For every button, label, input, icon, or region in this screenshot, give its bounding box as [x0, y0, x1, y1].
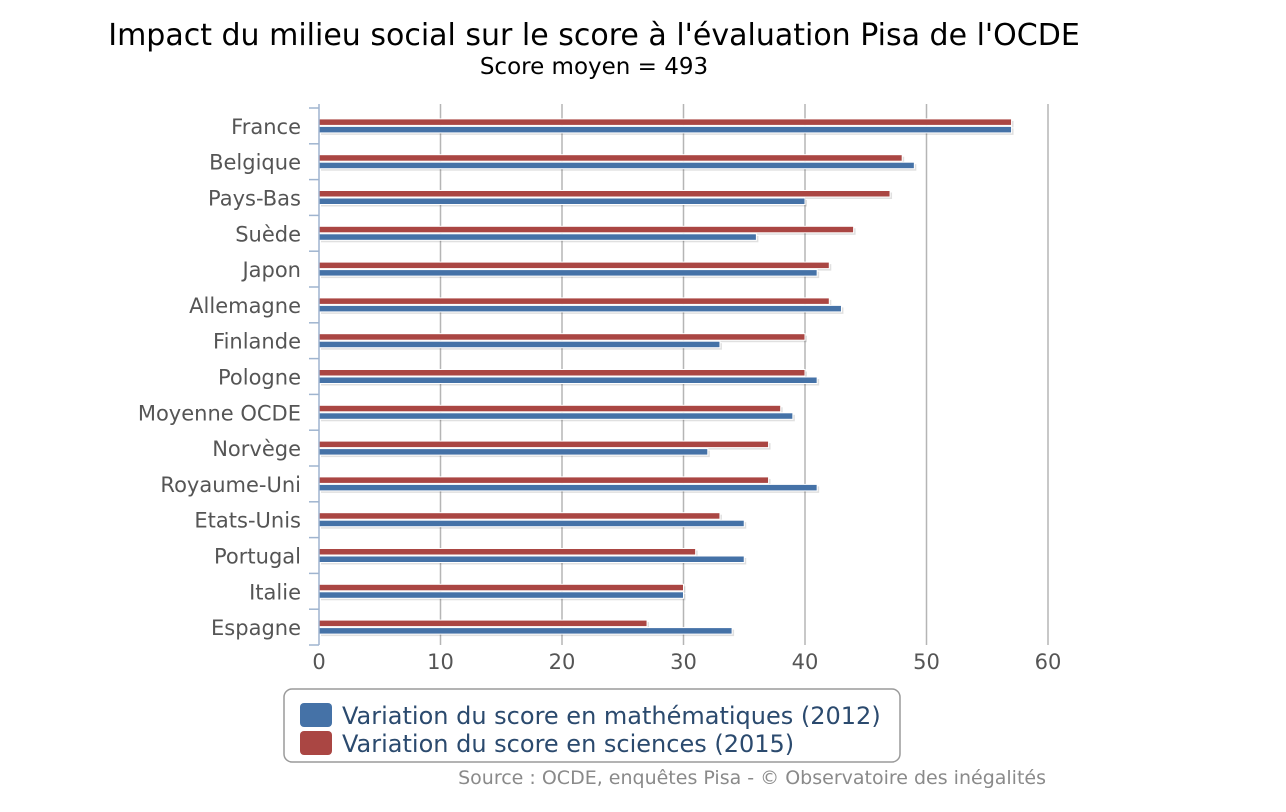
- bar-rect: [318, 555, 745, 563]
- bar-rect: [318, 548, 697, 556]
- source-credit: Source : OCDE, enquêtes Pisa - © Observa…: [458, 767, 1046, 789]
- category-label: Belgique: [209, 151, 301, 175]
- bar-rect: [318, 512, 721, 520]
- bar-rect: [318, 440, 770, 449]
- category-label: Pologne: [218, 366, 301, 390]
- bar-mathematiques[interactable]: [318, 412, 795, 422]
- bar-rect: [318, 340, 721, 349]
- bar-rect: [318, 583, 684, 592]
- bar-rect: [318, 376, 818, 384]
- bar-rect: [318, 269, 818, 277]
- category-label: Espagne: [211, 616, 301, 640]
- category-label: Allemagne: [189, 294, 301, 318]
- bar-rect: [318, 483, 818, 492]
- x-tick-label-0: 0: [312, 650, 325, 674]
- bar-rect: [318, 591, 684, 599]
- bar-rect: [318, 233, 757, 241]
- bar-rect: [318, 197, 806, 205]
- category-label: Portugal: [214, 545, 301, 569]
- category-labels: France Belgique Pays-Bas Suède Japon Allemagn…: [138, 115, 301, 640]
- bar-mathematiques[interactable]: [318, 125, 1014, 135]
- category-label: France: [231, 115, 301, 139]
- bar-rect: [318, 519, 745, 528]
- bar-rect: [318, 161, 915, 170]
- legend-swatch-sciences[interactable]: [300, 731, 332, 755]
- bar-mathematiques[interactable]: [318, 627, 735, 637]
- bar-rect: [318, 412, 794, 420]
- bar-mathematiques[interactable]: [318, 197, 807, 207]
- bar-rect: [318, 125, 1013, 134]
- bar-rect: [318, 297, 830, 305]
- chart-title: Impact du milieu social sur le score à l…: [108, 18, 1080, 53]
- bar-rect: [318, 225, 855, 234]
- category-label: Finlande: [213, 330, 301, 354]
- legend-box: [283, 688, 901, 763]
- category-axis: [309, 104, 320, 646]
- bar-rect: [318, 333, 806, 341]
- bar-rect: [318, 627, 733, 635]
- bar-rect: [318, 118, 1013, 126]
- bar-mathematiques[interactable]: [318, 161, 917, 171]
- bar-mathematiques[interactable]: [318, 555, 747, 565]
- category-label: Suède: [235, 222, 301, 246]
- bar-rect: [318, 369, 806, 377]
- bar-mathematiques[interactable]: [318, 591, 686, 601]
- bar-rect: [318, 190, 891, 198]
- category-label: Etats-Unis: [194, 509, 301, 533]
- category-label: Norvège: [212, 437, 301, 461]
- bar-rect: [318, 448, 709, 456]
- category-label: Royaume-Uni: [160, 473, 301, 497]
- bar-rect: [318, 476, 770, 484]
- bar-mathematiques[interactable]: [318, 376, 820, 386]
- category-label: Pays-Bas: [208, 187, 301, 211]
- x-tick-label-50: 50: [913, 650, 940, 674]
- x-tick-labels: 0 10 20 30 40 50 60: [312, 650, 1061, 674]
- category-label: Japon: [240, 258, 301, 282]
- bar-mathematiques[interactable]: [318, 448, 710, 458]
- bar-mathematiques[interactable]: [318, 519, 747, 529]
- x-tick-label-30: 30: [670, 650, 697, 674]
- bar-mathematiques[interactable]: [318, 483, 820, 493]
- bar-rect: [318, 404, 782, 413]
- x-tick-label-40: 40: [792, 650, 819, 674]
- category-label: Moyenne OCDE: [138, 401, 301, 425]
- bar-rect: [318, 154, 903, 162]
- bar-rect: [318, 261, 830, 270]
- x-tick-label-10: 10: [427, 650, 454, 674]
- x-tick-label-60: 60: [1035, 650, 1062, 674]
- bar-mathematiques[interactable]: [318, 304, 844, 314]
- bar-rect: [318, 304, 842, 313]
- chart-subtitle: Score moyen = 493: [480, 54, 708, 80]
- legend-label-sciences[interactable]: Variation du score en sciences (2015): [342, 730, 794, 758]
- bar-rect: [318, 619, 648, 628]
- bars: [318, 118, 1014, 637]
- legend: Variation du score en mathématiques (201…: [283, 688, 901, 763]
- legend-swatch-mathematiques[interactable]: [300, 703, 332, 727]
- category-label: Italie: [249, 580, 301, 604]
- legend-label-mathematiques[interactable]: Variation du score en mathématiques (201…: [342, 702, 881, 730]
- x-tick-label-20: 20: [549, 650, 576, 674]
- bar-mathematiques[interactable]: [318, 269, 820, 279]
- bar-mathematiques[interactable]: [318, 233, 759, 243]
- bar-mathematiques[interactable]: [318, 340, 722, 350]
